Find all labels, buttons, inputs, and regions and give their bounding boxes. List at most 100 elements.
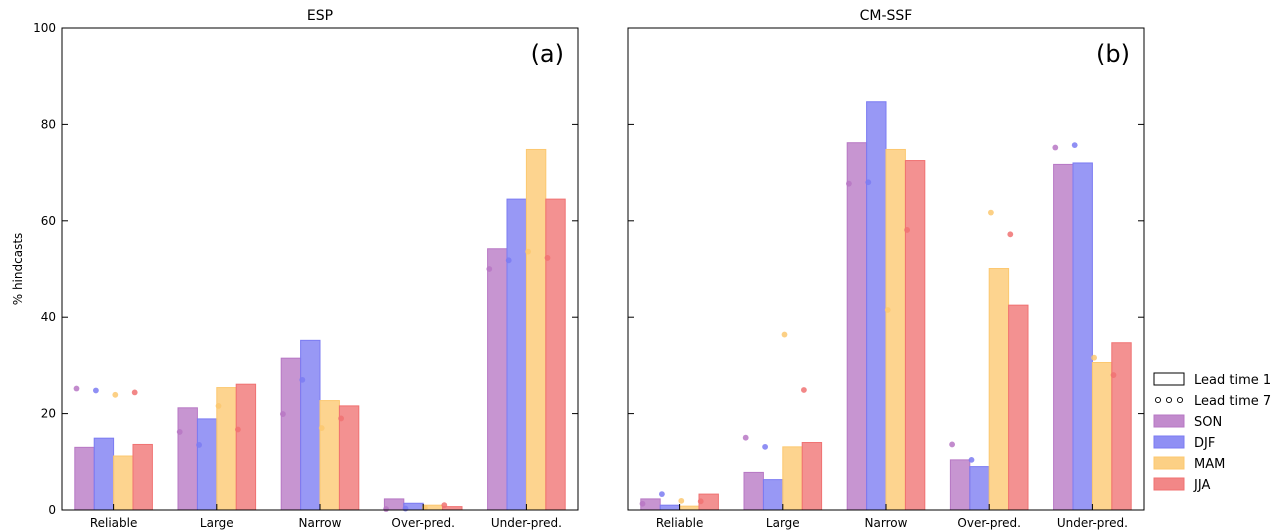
bar-mam-2 [319, 400, 340, 511]
bar-son-2 [846, 142, 868, 511]
legend-label: DJF [1194, 436, 1215, 451]
dot-lead7-son-4 [486, 266, 493, 272]
chart-panel-b: Reliable Large Narrow Over-pred. Under-pred.… [627, 8, 1145, 530]
x-tick-label: Narrow [865, 516, 908, 530]
dot-lead7-son-0 [639, 500, 646, 507]
bar-jja-0 [132, 443, 153, 511]
dot-lead7-djf-4 [1071, 142, 1078, 149]
bar-son-1 [743, 471, 764, 511]
dot-lead7-son-3 [383, 506, 389, 512]
plot-frame [627, 27, 1145, 511]
legend-label: JJA [1193, 478, 1210, 493]
bar-son-4 [1053, 163, 1074, 511]
x-tick-label: Over-pred. [957, 516, 1021, 530]
bar-djf-4 [506, 198, 527, 511]
dot-lead7-son-4 [1052, 144, 1059, 151]
legend-swatch-djf [1153, 435, 1185, 449]
dot-lead7-jja-1 [235, 426, 241, 433]
legend-lead-time-1-swatch [1153, 372, 1185, 386]
legend-swatch-mam [1153, 456, 1185, 470]
plot-frame [61, 27, 579, 511]
bar-mam-4 [1091, 362, 1113, 511]
dot-lead7-mam-4 [525, 248, 531, 255]
chart-title: CM-SSF [860, 8, 913, 24]
bar-son-4 [487, 248, 508, 511]
legend-lead-time-7-dot [1176, 396, 1184, 404]
bar-djf-4 [1072, 162, 1093, 511]
dot-lead7-djf-0 [659, 491, 665, 497]
dot-lead7-mam-0 [112, 391, 119, 398]
dot-lead7-mam-0 [678, 497, 685, 504]
legend-lead-time-7-dot [1154, 396, 1162, 404]
bar-jja-1 [235, 383, 257, 511]
dot-lead7-mam-2 [318, 425, 325, 431]
bar-mam-0 [113, 455, 134, 511]
x-tick-label: Over-pred. [391, 516, 455, 530]
bar-djf-3 [969, 466, 990, 511]
x-tick-label: Reliable [90, 516, 138, 530]
dot-lead7-mam-1 [781, 331, 788, 338]
dot-lead7-jja-3 [441, 502, 448, 509]
bar-djf-1 [762, 479, 784, 511]
dot-lead7-son-1 [742, 434, 749, 441]
y-tick-label: 20 [41, 407, 56, 421]
bar-mam-0 [679, 505, 700, 511]
bar-jja-4 [1111, 342, 1132, 511]
dot-lead7-mam-3 [988, 209, 994, 216]
bar-jja-1 [801, 442, 823, 511]
dot-lead7-son-2 [846, 180, 852, 187]
dot-lead7-jja-2 [338, 415, 344, 422]
bar-mam-2 [885, 148, 906, 511]
bar-jja-2 [904, 160, 926, 511]
x-tick-label: Large [766, 516, 800, 530]
bar-jja-2 [338, 405, 360, 511]
bar-djf-1 [196, 418, 218, 511]
x-tick-label: Reliable [656, 516, 704, 530]
x-tick-label: Large [200, 516, 234, 530]
dot-lead7-jja-4 [1110, 372, 1117, 378]
panel-label: (b) [1096, 40, 1130, 68]
bar-mam-1 [782, 446, 803, 511]
chart-panel-a: Reliable Large Narrow Over-pred. Under-pred.… [11, 8, 579, 530]
dot-lead7-son-1 [176, 429, 183, 435]
dot-lead7-jja-4 [544, 255, 551, 261]
bar-djf-2 [300, 339, 321, 511]
bar-son-1 [177, 407, 198, 511]
y-tick-label: 60 [41, 214, 56, 228]
dot-lead7-djf-0 [93, 387, 99, 394]
legend-lead-time-7-dot [1165, 396, 1173, 404]
y-axis-label: % hindcasts [11, 233, 25, 306]
legend-label: Lead time 1 [1194, 373, 1271, 388]
dot-lead7-djf-1 [196, 442, 203, 448]
x-tick-label: Narrow [299, 516, 342, 530]
chart-title: ESP [307, 8, 333, 24]
dot-lead7-jja-1 [801, 387, 807, 393]
dot-lead7-mam-4 [1091, 354, 1097, 361]
bar-mam-3 [988, 268, 1010, 511]
bar-son-0 [74, 446, 95, 511]
dot-lead7-djf-2 [865, 179, 872, 186]
legend-swatch-son [1153, 414, 1185, 428]
dot-lead7-jja-2 [904, 227, 910, 233]
dot-lead7-djf-3 [968, 456, 975, 463]
x-tick-label: Under-pred. [491, 516, 562, 530]
dot-lead7-djf-3 [402, 505, 409, 512]
bar-djf-0 [93, 437, 115, 511]
x-tick-label: Under-pred. [1057, 516, 1128, 530]
legend: Lead time 1 Lead time 7 SON DJF MAM JJA [1153, 372, 1271, 493]
bar-jja-4 [545, 198, 566, 511]
dot-lead7-jja-0 [697, 498, 704, 505]
y-tick-label: 100 [33, 21, 56, 35]
y-tick-label: 40 [41, 310, 56, 324]
legend-swatch-jja [1153, 477, 1185, 491]
dot-lead7-djf-2 [299, 376, 306, 383]
bar-djf-2 [866, 101, 887, 511]
y-tick-label: 80 [41, 117, 56, 131]
dot-lead7-djf-1 [762, 443, 768, 450]
dot-lead7-son-3 [949, 441, 955, 448]
bar-son-3 [949, 459, 971, 511]
legend-label: SON [1194, 415, 1222, 430]
dot-lead7-jja-0 [131, 389, 138, 396]
bar-jja-3 [1008, 304, 1029, 511]
